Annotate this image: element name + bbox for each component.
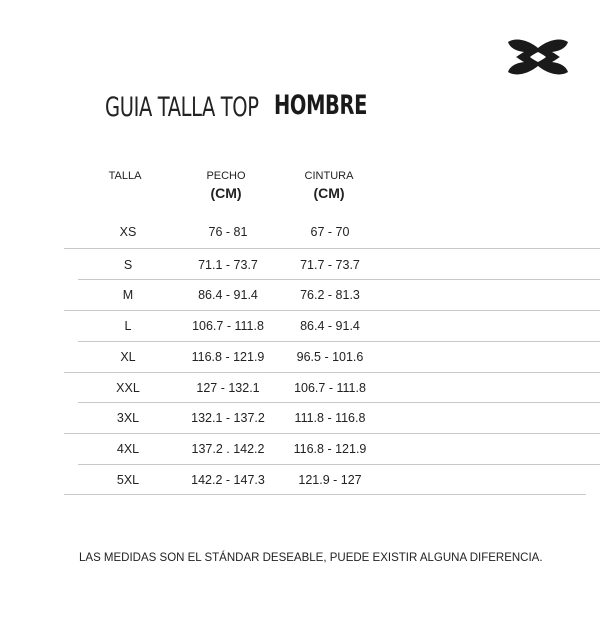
size-cell: XS — [119, 225, 137, 239]
header-label: CINTURA — [304, 170, 354, 182]
waist-cell: 106.7 - 111.8 — [294, 381, 366, 395]
size-cell: 4XL — [116, 442, 140, 456]
chest-cell: 116.8 - 121.9 — [191, 350, 265, 364]
row-divider — [78, 464, 600, 465]
table-row: XL 116.8 - 121.9 96.5 - 101.6 — [0, 350, 600, 370]
chest-cell: 86.4 - 91.4 — [198, 288, 258, 302]
table-row: M 86.4 - 91.4 76.2 - 81.3 — [0, 288, 600, 308]
chest-cell: 76 - 81 — [208, 225, 248, 239]
table-row: L 106.7 - 111.8 86.4 - 91.4 — [0, 319, 600, 339]
table-row: XXL 127 - 132.1 106.7 - 111.8 — [0, 381, 600, 401]
waist-cell: 121.9 - 127 — [298, 473, 362, 487]
waist-cell: 96.5 - 101.6 — [296, 350, 364, 364]
size-cell: S — [123, 258, 133, 272]
waist-cell: 86.4 - 91.4 — [300, 319, 360, 333]
row-divider — [64, 372, 600, 373]
table-row: XS 76 - 81 67 - 70 — [0, 225, 600, 245]
title-bold: HOMBRE — [274, 90, 368, 121]
size-cell: M — [122, 288, 134, 302]
waist-cell: 67 - 70 — [310, 225, 350, 239]
row-divider — [64, 248, 600, 249]
table-row: 5XL 142.2 - 147.3 121.9 - 127 — [0, 473, 600, 493]
page-title: GUIA TALLA TOP HOMBRE — [105, 90, 367, 124]
header-unit: (CM) — [313, 185, 345, 201]
row-divider — [64, 433, 600, 434]
header-cintura: CINTURA (CM) — [298, 170, 360, 201]
waist-cell: 111.8 - 116.8 — [294, 411, 366, 425]
size-cell: 5XL — [116, 473, 140, 487]
row-divider — [78, 402, 600, 403]
size-cell: 3XL — [116, 411, 140, 425]
header-pecho: PECHO (CM) — [196, 170, 256, 201]
chest-cell: 127 - 132.1 — [196, 381, 260, 395]
chest-cell: 137.2 . 142.2 — [191, 442, 265, 456]
under-armour-logo — [508, 39, 568, 75]
header-label: PECHO — [206, 170, 246, 182]
table-row: 4XL 137.2 . 142.2 116.8 - 121.9 — [0, 442, 600, 462]
title-light: GUIA TALLA TOP — [105, 92, 259, 123]
row-divider — [64, 310, 600, 311]
row-divider — [78, 279, 600, 280]
size-cell: L — [124, 319, 132, 333]
row-divider — [64, 494, 586, 495]
table-row: 3XL 132.1 - 137.2 111.8 - 116.8 — [0, 411, 600, 431]
waist-cell: 76.2 - 81.3 — [300, 288, 360, 302]
row-divider — [78, 341, 600, 342]
header-talla: TALLA — [100, 170, 150, 182]
waist-cell: 71.7 - 73.7 — [300, 258, 360, 272]
header-unit: (CM) — [210, 185, 242, 201]
chest-cell: 71.1 - 73.7 — [198, 258, 258, 272]
chest-cell: 106.7 - 111.8 — [192, 319, 264, 333]
chest-cell: 132.1 - 137.2 — [191, 411, 265, 425]
header-label: TALLA — [108, 170, 142, 182]
waist-cell: 116.8 - 121.9 — [293, 442, 367, 456]
disclaimer-note: LAS MEDIDAS SON EL STÁNDAR DESEABLE, PUE… — [79, 552, 543, 564]
chest-cell: 142.2 - 147.3 — [191, 473, 265, 487]
size-cell: XXL — [116, 381, 140, 395]
size-cell: XL — [120, 350, 136, 364]
table-row: S 71.1 - 73.7 71.7 - 73.7 — [0, 258, 600, 278]
